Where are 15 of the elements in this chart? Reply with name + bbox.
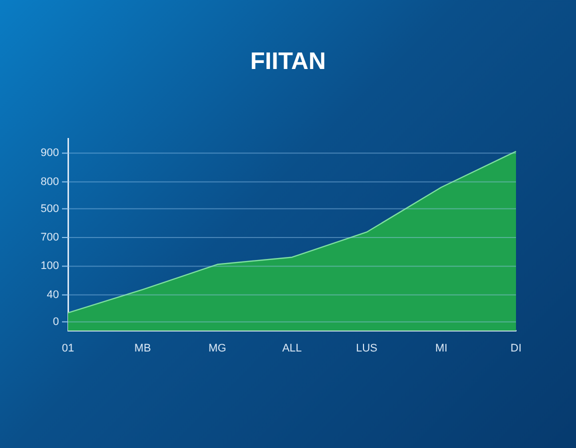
x-tick-label: DI xyxy=(510,342,522,354)
text: 40 xyxy=(46,288,59,301)
x-tick-label: MI xyxy=(435,342,448,354)
text: 900 xyxy=(40,147,59,160)
x-tick-label: MG xyxy=(208,342,226,354)
x-tick-label: MB xyxy=(134,342,151,354)
text: 800 xyxy=(40,176,59,188)
x-tick-label: ALL xyxy=(282,342,302,354)
text: 500 xyxy=(40,202,59,215)
x-tick-label: LUS xyxy=(356,342,378,354)
text: 100 xyxy=(40,260,59,272)
x-tick-label: 01 xyxy=(62,342,74,354)
text: 0 xyxy=(52,316,59,328)
text: 700 xyxy=(40,232,59,244)
chart-title: FIITAN xyxy=(250,48,326,76)
